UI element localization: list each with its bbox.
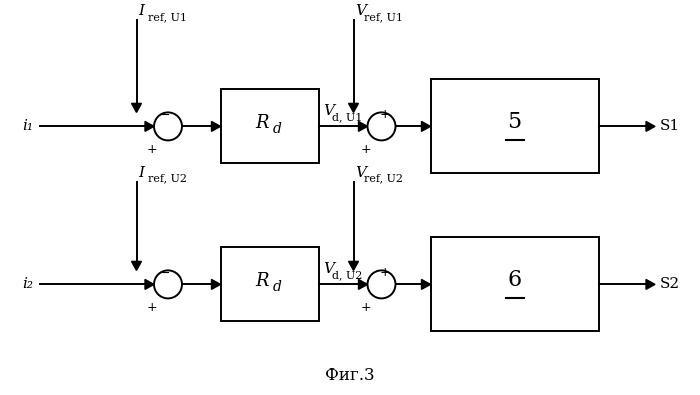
Polygon shape: [358, 279, 368, 290]
Text: ref, U2: ref, U2: [148, 174, 186, 184]
Text: d: d: [272, 122, 281, 136]
Polygon shape: [132, 103, 141, 113]
Polygon shape: [646, 279, 655, 290]
Polygon shape: [646, 121, 655, 132]
Polygon shape: [349, 103, 358, 113]
Text: +: +: [147, 301, 158, 314]
Text: +: +: [360, 143, 371, 156]
Text: Фиг.3: Фиг.3: [326, 367, 374, 384]
Text: I: I: [139, 4, 144, 18]
Bar: [430, 79, 598, 173]
Bar: [430, 237, 598, 331]
Text: 5: 5: [508, 111, 522, 134]
Text: V: V: [356, 166, 367, 180]
Bar: [220, 89, 318, 164]
Text: d, U2: d, U2: [332, 271, 363, 280]
Text: +: +: [379, 267, 390, 280]
Polygon shape: [421, 279, 430, 290]
Text: V: V: [323, 262, 335, 276]
Text: ref, U2: ref, U2: [365, 174, 403, 184]
Text: +: +: [360, 301, 371, 314]
Polygon shape: [349, 261, 358, 271]
Polygon shape: [211, 121, 220, 132]
Bar: [220, 247, 318, 322]
Text: ref, U1: ref, U1: [365, 12, 403, 22]
Text: R: R: [255, 115, 269, 132]
Text: d: d: [272, 280, 281, 294]
Text: R: R: [255, 273, 269, 290]
Text: 6: 6: [508, 269, 522, 292]
Text: S1: S1: [660, 119, 680, 134]
Text: +: +: [147, 143, 158, 156]
Text: S2: S2: [660, 277, 680, 292]
Text: V: V: [356, 4, 367, 18]
Text: i₁: i₁: [22, 119, 33, 134]
Text: −: −: [160, 267, 170, 280]
Text: ref, U1: ref, U1: [148, 12, 186, 22]
Text: I: I: [139, 166, 144, 180]
Polygon shape: [145, 121, 154, 132]
Text: i₂: i₂: [22, 277, 33, 292]
Text: V: V: [323, 104, 335, 118]
Polygon shape: [211, 279, 220, 290]
Polygon shape: [145, 279, 154, 290]
Polygon shape: [421, 121, 430, 132]
Text: d, U1: d, U1: [332, 113, 363, 122]
Polygon shape: [132, 261, 141, 271]
Text: −: −: [160, 109, 170, 122]
Text: +: +: [379, 109, 390, 122]
Polygon shape: [358, 121, 368, 132]
